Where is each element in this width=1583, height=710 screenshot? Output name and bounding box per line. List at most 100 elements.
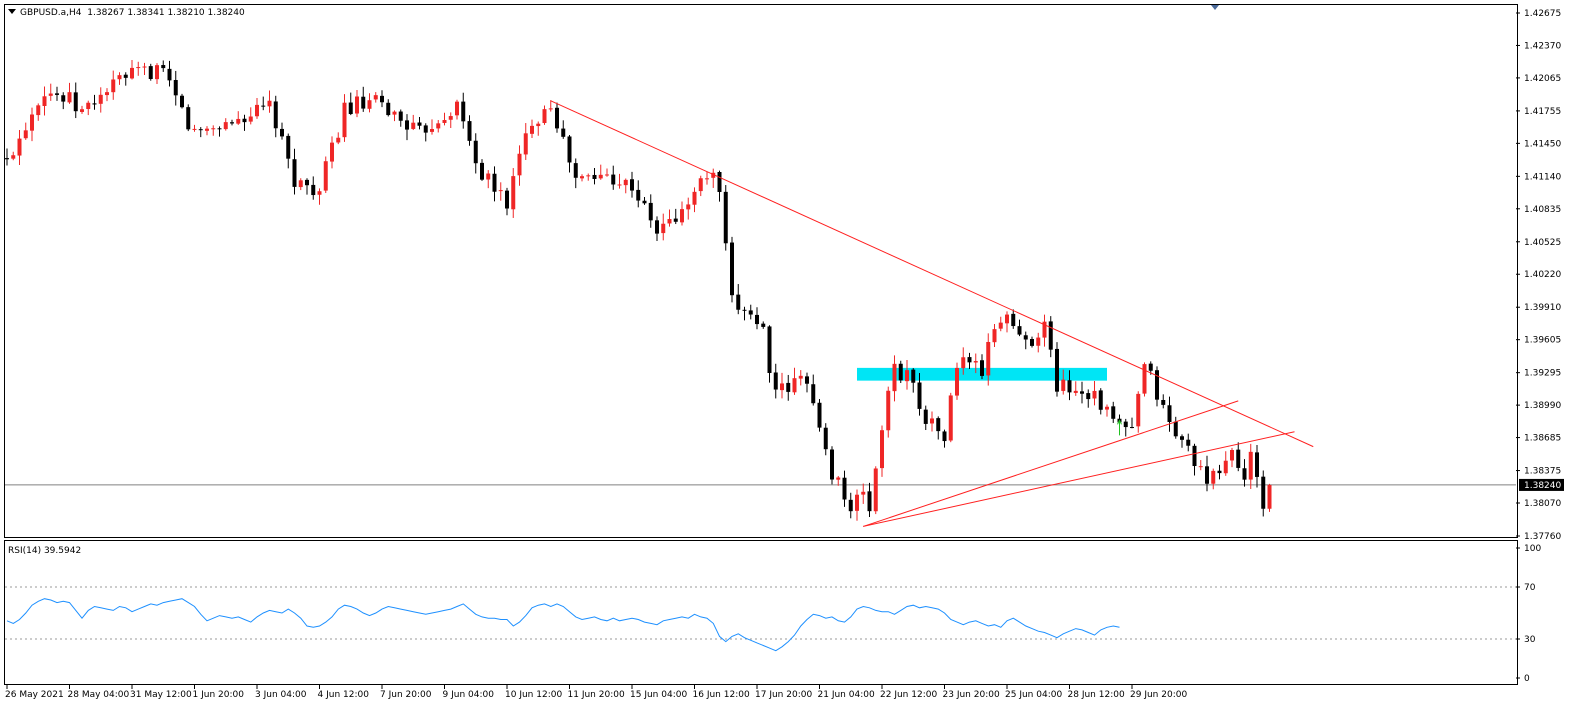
- rsi-levels: [5, 586, 1516, 640]
- bull-candle: [855, 494, 859, 511]
- bear-candle: [1161, 399, 1166, 405]
- bear-candle: [592, 174, 597, 179]
- bear-candle: [230, 122, 234, 124]
- bear-candle: [655, 220, 659, 234]
- rsi-tick-label: 30: [1524, 635, 1536, 645]
- bull-candle: [873, 468, 878, 512]
- bull-candle: [355, 96, 359, 114]
- bear-candle: [61, 95, 66, 102]
- bull-candle: [111, 79, 116, 93]
- shift-marker-icon[interactable]: [1211, 5, 1219, 10]
- bear-candle: [723, 191, 728, 244]
- rsi-tick-label: 70: [1524, 583, 1536, 593]
- bull-candle: [255, 104, 259, 117]
- bull-candle: [780, 383, 784, 391]
- dropdown-triangle-icon[interactable]: [8, 9, 16, 14]
- bear-candle: [811, 384, 816, 404]
- bear-candle: [1011, 313, 1016, 327]
- bear-candle: [467, 121, 472, 141]
- time-tick-label: 11 Jun 20:00: [568, 690, 625, 700]
- bear-candle: [273, 101, 278, 129]
- bear-candle: [1173, 421, 1178, 437]
- bear-candle: [1080, 391, 1084, 394]
- bear-candle: [1111, 406, 1116, 419]
- bull-candle: [448, 116, 453, 120]
- bull-candle: [1142, 364, 1147, 394]
- main-chart-frame: [4, 4, 1518, 538]
- bear-candle: [555, 107, 559, 129]
- trendline-3: [863, 431, 1295, 527]
- bear-candle: [942, 431, 947, 442]
- bull-candle: [367, 100, 372, 109]
- bear-candle: [561, 128, 566, 137]
- bear-candle: [473, 140, 478, 164]
- trendline-2: [863, 400, 1239, 527]
- bear-candle: [461, 101, 466, 122]
- bull-candle: [1036, 337, 1041, 346]
- bear-candle: [1098, 390, 1103, 410]
- price-tick-label: 1.41755: [1524, 107, 1561, 117]
- time-tick-label: 25 Jun 04:00: [1005, 690, 1062, 700]
- bull-candle: [373, 95, 378, 100]
- bear-candle: [911, 369, 916, 383]
- bull-candle: [623, 179, 628, 186]
- time-tick-label: 28 Jun 12:00: [1068, 690, 1125, 700]
- bull-candle: [992, 329, 997, 343]
- bull-candle: [686, 204, 691, 210]
- rsi-line: [6, 598, 1120, 652]
- bull-candle: [1230, 449, 1234, 461]
- bear-candle: [161, 65, 166, 69]
- bear-candle: [167, 68, 172, 81]
- bull-candle: [411, 122, 416, 129]
- price-tick-label: 1.41450: [1524, 139, 1561, 149]
- bear-candle: [380, 95, 384, 103]
- bull-candle: [205, 128, 209, 131]
- bull-candle: [117, 75, 122, 80]
- bear-candle: [817, 402, 822, 428]
- bear-candle: [823, 427, 828, 450]
- bull-candle: [142, 66, 147, 68]
- bear-candle: [292, 159, 297, 187]
- price-tick-label: 1.41140: [1524, 172, 1561, 182]
- bull-candle: [961, 357, 966, 369]
- bear-candle: [936, 418, 941, 432]
- bear-candle: [767, 326, 772, 373]
- price-tick-label: 1.39605: [1524, 336, 1561, 346]
- bear-candle: [1255, 452, 1259, 477]
- bear-candle: [280, 128, 284, 137]
- bull-candle: [792, 378, 797, 393]
- time-tick-label: 31 May 12:00: [130, 690, 192, 700]
- bear-candle: [805, 376, 809, 384]
- bear-candle: [980, 360, 984, 376]
- bear-candle: [348, 102, 353, 115]
- bear-candle: [848, 499, 853, 512]
- bull-candle: [886, 390, 891, 431]
- symbol-label: GBPUSD.a,H4: [20, 8, 82, 18]
- bear-candle: [1155, 370, 1159, 400]
- current-price-tag: [1519, 478, 1564, 491]
- bull-candle: [667, 219, 672, 224]
- bull-candle: [211, 128, 216, 130]
- bear-candle: [1086, 393, 1091, 400]
- price-tick-label: 1.38070: [1524, 499, 1561, 509]
- bull-candle: [1042, 321, 1047, 338]
- bear-candle: [748, 310, 753, 315]
- bear-candle: [417, 122, 422, 126]
- time-tick-label: 9 Jun 04:00: [443, 690, 495, 700]
- bull-candle: [248, 116, 253, 122]
- bull-candle: [711, 172, 716, 178]
- bear-candle: [1261, 476, 1266, 509]
- bull-candle: [80, 109, 84, 112]
- bull-candle: [580, 176, 584, 179]
- rsi-axis: 100 70 30 0: [1516, 544, 1541, 684]
- bear-candle: [361, 96, 366, 109]
- bear-candle: [1067, 380, 1072, 393]
- bear-candle: [742, 309, 747, 311]
- bear-candle: [480, 162, 484, 180]
- up-arrow-icon: [1117, 419, 1122, 436]
- bear-candle: [217, 128, 222, 130]
- bear-candle: [923, 409, 928, 424]
- trendlines[interactable]: [550, 100, 1314, 527]
